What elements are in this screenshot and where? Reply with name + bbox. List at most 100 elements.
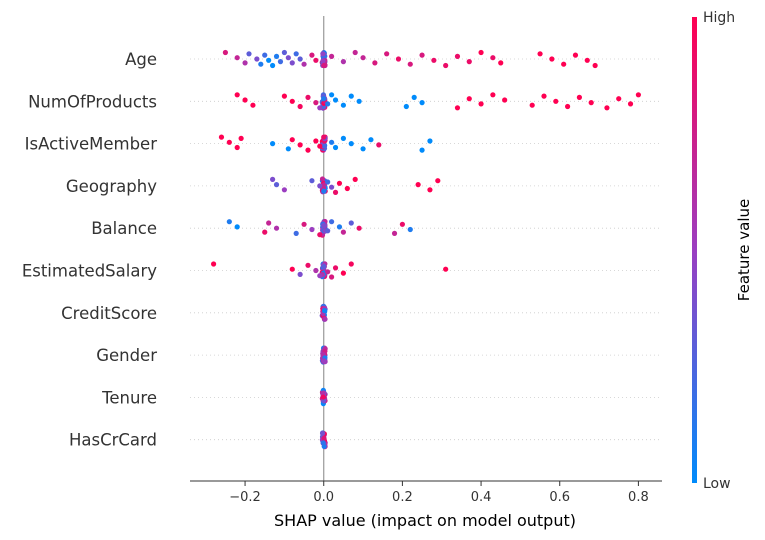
shap-point xyxy=(340,59,346,65)
shap-point xyxy=(340,135,346,141)
shap-point xyxy=(246,51,252,57)
shap-point xyxy=(321,264,327,270)
shap-point xyxy=(254,56,260,62)
shap-point xyxy=(234,55,240,61)
shap-point xyxy=(313,100,319,106)
shap-point xyxy=(635,92,642,98)
shap-point xyxy=(411,94,417,100)
zero-cluster-tenure xyxy=(319,387,328,407)
shap-point xyxy=(238,135,244,141)
shap-point xyxy=(576,94,583,100)
shap-point xyxy=(317,143,323,149)
shap-point xyxy=(565,103,571,110)
shap-point xyxy=(289,137,295,143)
x-axis-title: SHAP value (impact on model output) xyxy=(274,511,576,530)
feature-label-hascrcard: HasCrCard xyxy=(69,431,157,450)
feature-label-balance: Balance xyxy=(91,219,157,238)
shap-point xyxy=(250,102,256,108)
x-tick-label: 0.0 xyxy=(313,490,334,505)
shap-point xyxy=(490,92,496,98)
shap-point xyxy=(258,61,264,67)
shap-point xyxy=(332,144,339,151)
colorbar: High Low Feature value xyxy=(692,10,753,492)
shap-point xyxy=(270,176,276,182)
shap-point xyxy=(297,103,303,110)
shap-point xyxy=(592,62,598,69)
shap-point xyxy=(325,228,331,234)
shap-point xyxy=(297,56,303,62)
shap-point xyxy=(537,51,543,57)
shap-point xyxy=(336,180,343,186)
feature-label-numofproducts: NumOfProducts xyxy=(28,92,157,111)
shap-point xyxy=(360,55,366,61)
shap-point xyxy=(443,62,449,69)
shap-point xyxy=(529,102,535,108)
shap-point xyxy=(427,187,433,193)
shap-point xyxy=(218,134,225,140)
x-tick-label: 0.6 xyxy=(549,490,570,505)
shap-point xyxy=(572,52,579,58)
colorbar-gradient xyxy=(692,17,697,483)
feature-label-creditscore: CreditScore xyxy=(61,304,157,323)
shap-point xyxy=(293,51,299,57)
shap-point xyxy=(427,138,433,144)
shap-point xyxy=(317,232,323,238)
shap-point xyxy=(372,60,378,66)
shap-point xyxy=(305,262,311,268)
shap-point xyxy=(270,141,276,147)
shap-point xyxy=(454,53,461,60)
shap-point xyxy=(616,96,622,102)
x-tick-label: 0.4 xyxy=(471,490,492,505)
shap-point xyxy=(419,52,425,58)
shap-point xyxy=(384,51,390,57)
shap-point xyxy=(588,100,594,106)
shap-point xyxy=(321,435,327,441)
shap-point xyxy=(297,142,303,148)
shap-point xyxy=(242,60,248,66)
shap-point xyxy=(320,440,326,446)
shap-point xyxy=(317,105,323,111)
shap-point xyxy=(321,358,327,364)
shap-point xyxy=(490,55,496,61)
shap-point xyxy=(234,144,240,151)
feature-label-age: Age xyxy=(125,50,157,69)
shap-point xyxy=(415,182,421,188)
shap-point xyxy=(305,94,311,100)
shap-point xyxy=(313,138,319,144)
shap-point xyxy=(391,230,398,236)
shap-point xyxy=(281,93,287,99)
shap-point xyxy=(368,137,374,143)
shap-point xyxy=(297,271,303,277)
shap-point xyxy=(478,49,484,56)
shap-point xyxy=(226,139,232,145)
shap-point xyxy=(325,269,331,275)
zero-cluster-hascrcard xyxy=(319,430,328,450)
feature-rows xyxy=(190,58,662,441)
shap-point xyxy=(285,146,291,152)
shap-point xyxy=(321,188,327,194)
shap-point xyxy=(321,143,327,149)
shap-point xyxy=(352,176,358,182)
shap-point xyxy=(266,220,272,226)
shap-point xyxy=(325,179,331,185)
shap-point xyxy=(322,316,328,322)
shap-point xyxy=(270,62,276,69)
shap-point xyxy=(584,57,590,63)
feature-label-gender: Gender xyxy=(96,346,157,365)
feature-label-tenure: Tenure xyxy=(101,388,157,407)
feature-label-isactivemember: IsActiveMember xyxy=(25,135,158,154)
shap-point xyxy=(329,219,335,225)
colorbar-title: Feature value xyxy=(735,199,753,301)
shap-point xyxy=(321,223,327,229)
shap-point xyxy=(348,93,354,99)
shap-point xyxy=(266,57,272,63)
shap-point xyxy=(336,224,343,230)
shap-point xyxy=(317,183,323,189)
shap-point xyxy=(329,92,335,98)
shap-point xyxy=(320,58,326,64)
shap-point xyxy=(419,147,425,153)
shap-point xyxy=(340,102,346,108)
shap-point xyxy=(322,308,328,314)
shap-point xyxy=(329,53,335,60)
